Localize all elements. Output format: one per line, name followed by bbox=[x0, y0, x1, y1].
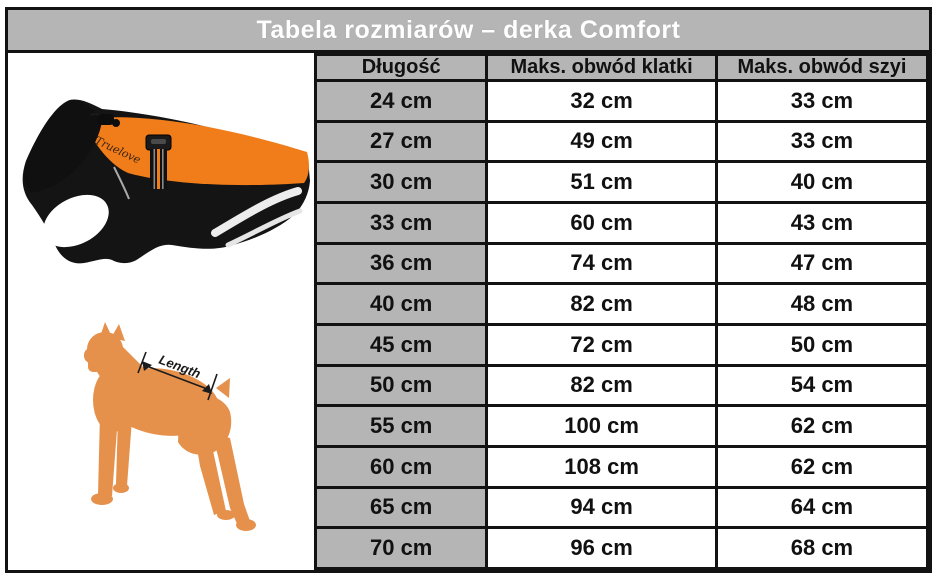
table-row: 55 cm 100 cm 62 cm bbox=[313, 404, 930, 448]
table-header-row: Długość Maks. obwód klatki Maks. obwód s… bbox=[313, 53, 930, 82]
table-row: 45 cm 72 cm 50 cm bbox=[313, 322, 930, 367]
table-row: 40 cm 82 cm 48 cm bbox=[313, 282, 930, 326]
size-table-body: 24 cm 32 cm 33 cm 27 cm 49 cm 33 cm 30 cm 51 cm… bbox=[313, 79, 930, 570]
col-header-neck: Maks. obwód szyi bbox=[714, 53, 930, 82]
chest-cell: 108 cm bbox=[485, 444, 718, 489]
table-row: 70 cm 96 cm 68 cm bbox=[313, 526, 930, 570]
size-chart-frame: Tabela rozmiarów – derka Comfort bbox=[5, 7, 932, 573]
neck-cell: 33 cm bbox=[714, 79, 930, 123]
length-cell: 45 cm bbox=[313, 322, 489, 367]
size-table: Długość Maks. obwód klatki Maks. obwód s… bbox=[313, 53, 930, 570]
chest-cell: 82 cm bbox=[485, 363, 718, 408]
dog-coat-image: Truelove bbox=[22, 99, 310, 264]
neck-cell: 48 cm bbox=[714, 282, 930, 326]
chest-cell: 94 cm bbox=[485, 485, 718, 530]
col-header-chest: Maks. obwód klatki bbox=[485, 53, 718, 82]
length-cell: 40 cm bbox=[313, 282, 489, 326]
neck-cell: 40 cm bbox=[714, 160, 930, 204]
length-cell: 24 cm bbox=[313, 79, 489, 123]
chest-cell: 100 cm bbox=[485, 404, 718, 448]
coat-strap-stripe-left bbox=[153, 149, 156, 189]
coat-strap-stripe-center bbox=[157, 149, 160, 189]
length-cell: 33 cm bbox=[313, 200, 489, 245]
length-cell: 55 cm bbox=[313, 404, 489, 448]
coat-swoosh-top bbox=[211, 187, 302, 237]
length-cell: 60 cm bbox=[313, 444, 489, 489]
product-panel: Truelove bbox=[8, 53, 314, 570]
neck-cell: 33 cm bbox=[714, 119, 930, 164]
chest-cell: 49 cm bbox=[485, 119, 718, 164]
page-title: Tabela rozmiarów – derka Comfort bbox=[256, 15, 681, 44]
table-row: 27 cm 49 cm 33 cm bbox=[313, 119, 930, 164]
chest-cell: 96 cm bbox=[485, 526, 718, 570]
table-row: 30 cm 51 cm 40 cm bbox=[313, 160, 930, 204]
table-row: 24 cm 32 cm 33 cm bbox=[313, 79, 930, 123]
neck-cell: 62 cm bbox=[714, 444, 930, 489]
length-cell: 50 cm bbox=[313, 363, 489, 408]
neck-cell: 68 cm bbox=[714, 526, 930, 570]
content-area: Truelove bbox=[8, 53, 930, 570]
chest-cell: 32 cm bbox=[485, 79, 718, 123]
chest-cell: 51 cm bbox=[485, 160, 718, 204]
length-cell: 36 cm bbox=[313, 241, 489, 286]
coat-strap-stripe-right bbox=[162, 149, 164, 189]
table-row: 33 cm 60 cm 43 cm bbox=[313, 200, 930, 245]
coat-toggle-knob bbox=[112, 119, 120, 127]
coat-swoosh-bottom bbox=[225, 208, 303, 248]
length-cell: 27 cm bbox=[313, 119, 489, 164]
dog-length-diagram: Length bbox=[84, 322, 256, 531]
coat-buckle-slot bbox=[151, 139, 166, 144]
neck-cell: 47 cm bbox=[714, 241, 930, 286]
coat-piping bbox=[113, 166, 130, 200]
title-bar: Tabela rozmiarów – derka Comfort bbox=[8, 10, 929, 53]
coat-leg-opening bbox=[43, 194, 109, 248]
length-arrow bbox=[137, 351, 218, 401]
neck-cell: 62 cm bbox=[714, 404, 930, 448]
length-cell: 65 cm bbox=[313, 485, 489, 530]
dog-silhouette bbox=[84, 322, 256, 531]
table-row: 60 cm 108 cm 62 cm bbox=[313, 444, 930, 489]
table-row: 50 cm 82 cm 54 cm bbox=[313, 363, 930, 408]
chest-cell: 82 cm bbox=[485, 282, 718, 326]
table-row: 36 cm 74 cm 47 cm bbox=[313, 241, 930, 286]
coat-toggle bbox=[98, 114, 114, 125]
length-cell: 30 cm bbox=[313, 160, 489, 204]
neck-cell: 50 cm bbox=[714, 322, 930, 367]
length-cell: 70 cm bbox=[313, 526, 489, 570]
neck-cell: 43 cm bbox=[714, 200, 930, 245]
col-header-length: Długość bbox=[313, 53, 489, 82]
chest-cell: 72 cm bbox=[485, 322, 718, 367]
table-row: 65 cm 94 cm 64 cm bbox=[313, 485, 930, 530]
coat-collar bbox=[24, 99, 102, 193]
coat-orange-panel bbox=[84, 117, 309, 186]
chest-cell: 60 cm bbox=[485, 200, 718, 245]
chest-cell: 74 cm bbox=[485, 241, 718, 286]
neck-cell: 54 cm bbox=[714, 363, 930, 408]
neck-cell: 64 cm bbox=[714, 485, 930, 530]
